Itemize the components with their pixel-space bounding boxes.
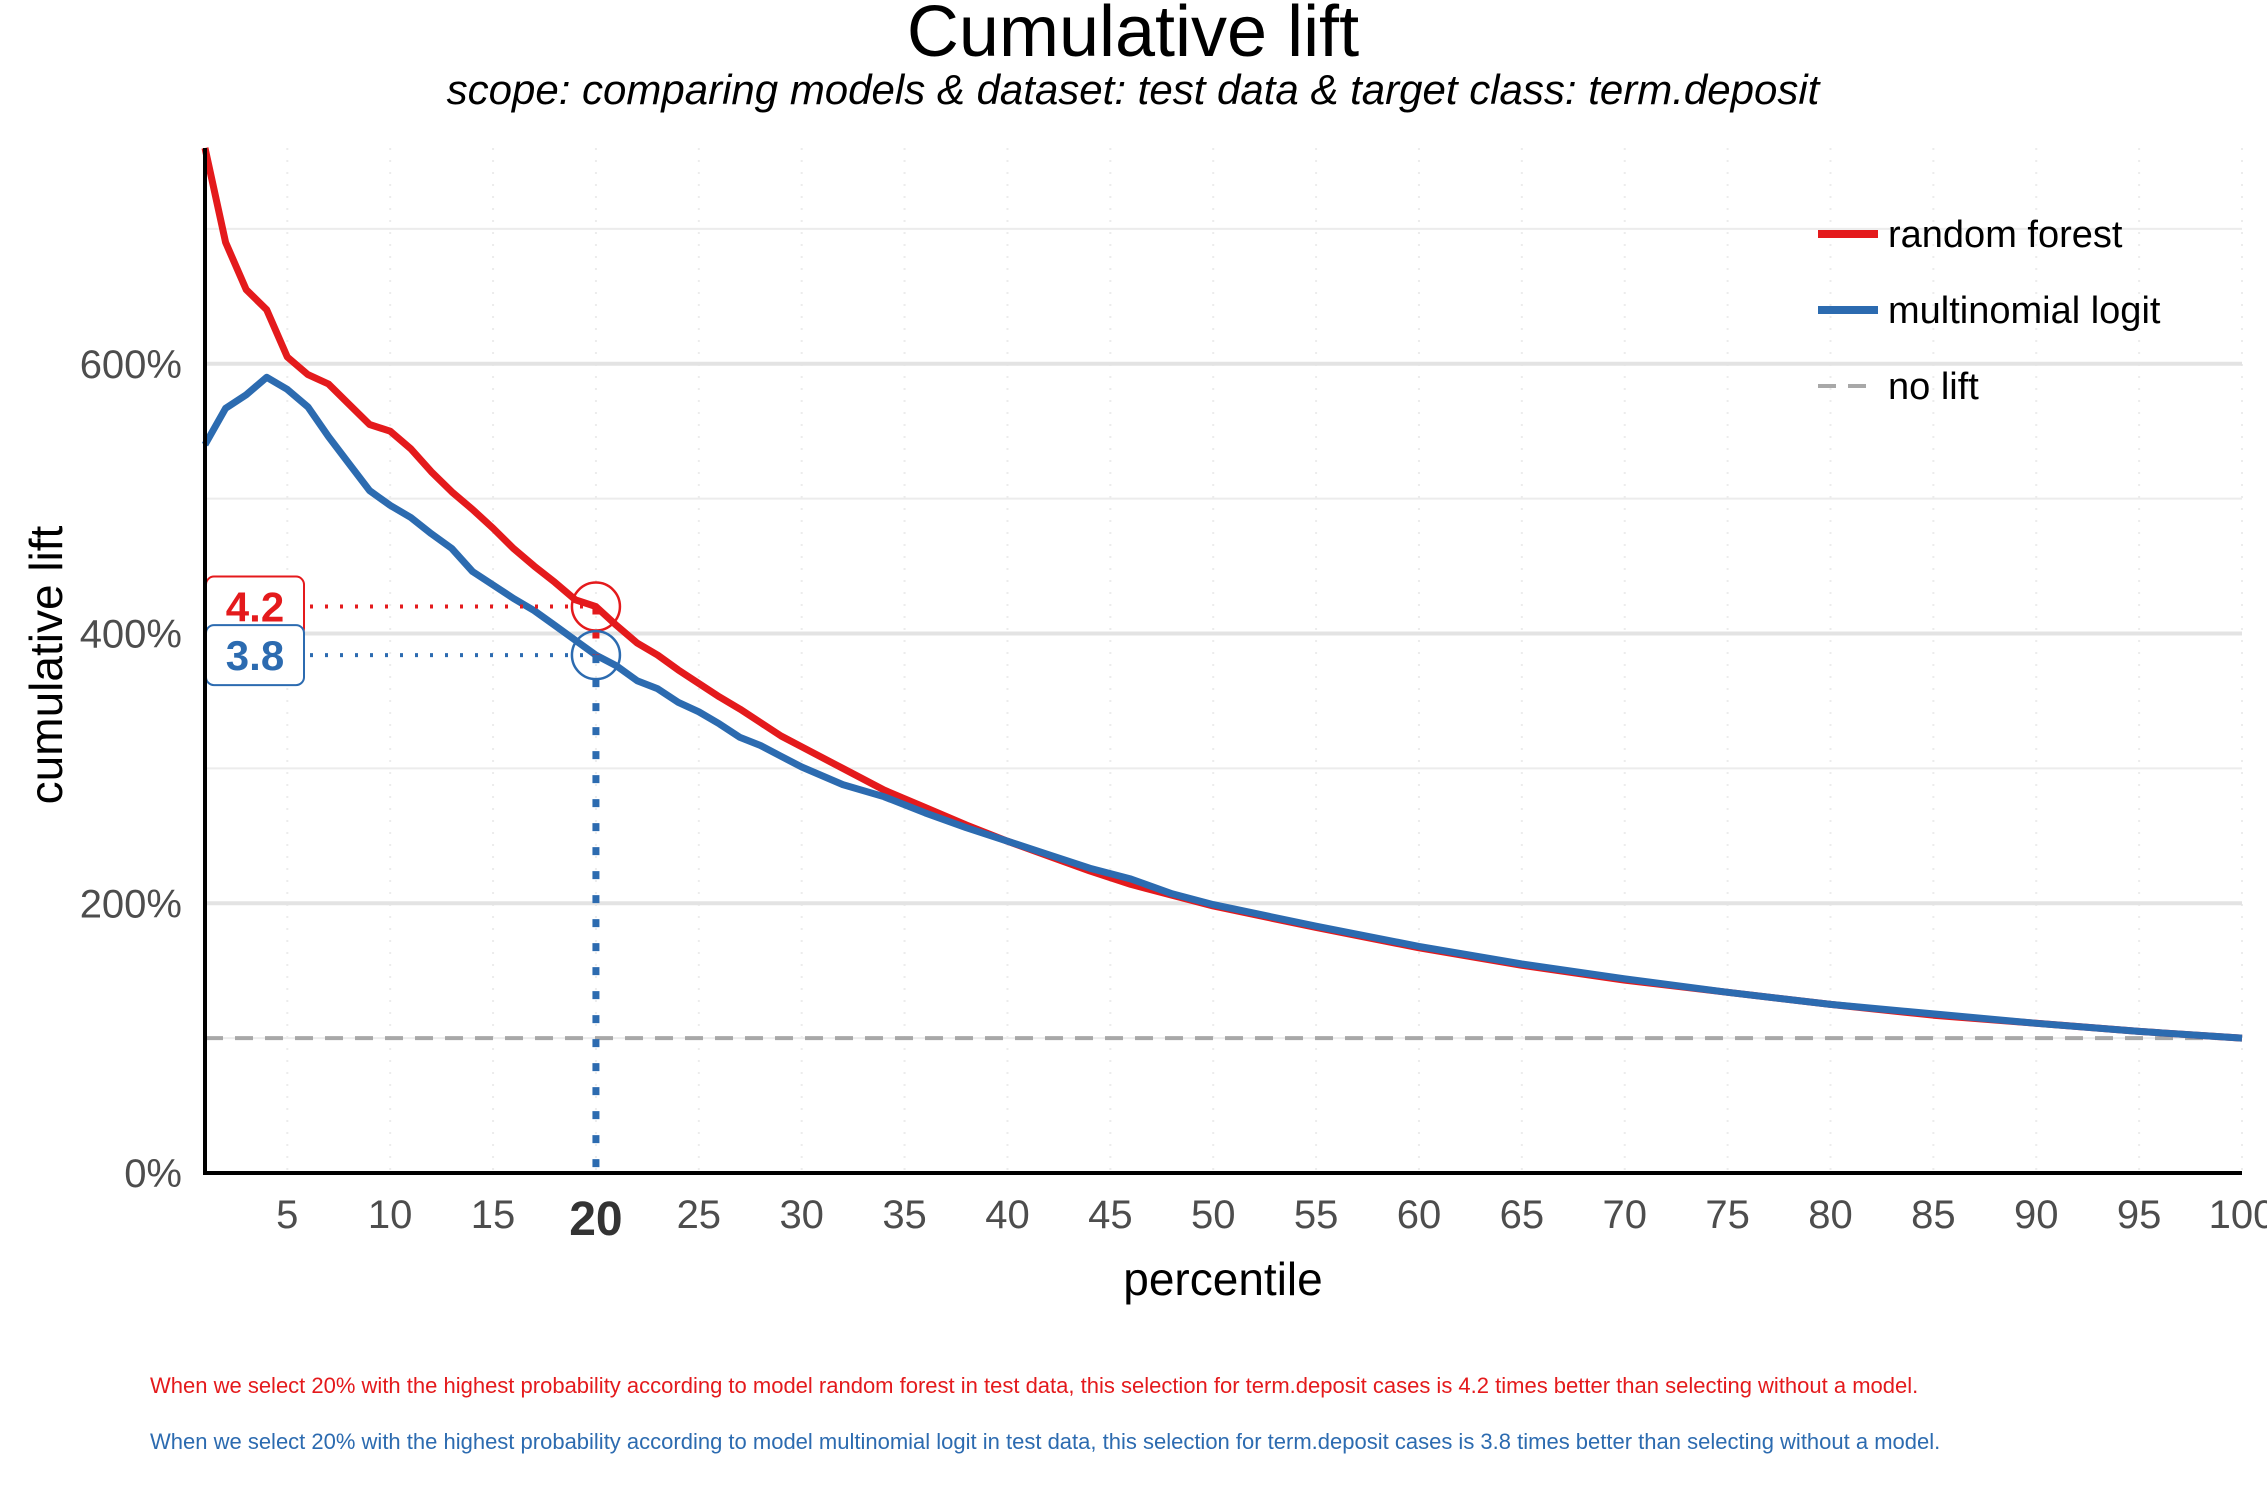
x-tick-label-65: 65	[1500, 1193, 1545, 1237]
legend-label-multinomial-logit: multinomial logit	[1888, 290, 2161, 332]
plot-grid	[205, 148, 2243, 1173]
chart-subtitle: scope: comparing models & dataset: test …	[447, 66, 1822, 113]
x-tick-label-15: 15	[471, 1193, 516, 1237]
x-tick-label-60: 60	[1397, 1193, 1442, 1237]
x-tick-label-10: 10	[368, 1193, 413, 1237]
y-tick-label-4: 400%	[80, 613, 182, 657]
y-tick-label-0: 0%	[124, 1152, 182, 1196]
x-tick-label-45: 45	[1088, 1193, 1133, 1237]
x-tick-label-30: 30	[779, 1193, 824, 1237]
note-random-forest: When we select 20% with the highest prob…	[150, 1373, 1919, 1398]
highlight-circle-multinomial-logit	[570, 629, 622, 681]
x-tick-label-50: 50	[1191, 1193, 1236, 1237]
y-tick-label-6: 600%	[80, 343, 182, 387]
x-tick-label-35: 35	[882, 1193, 927, 1237]
x-tick-label-95: 95	[2117, 1193, 2162, 1237]
x-axis-title: percentile	[1123, 1253, 1322, 1305]
legend-label-random-forest: random forest	[1888, 214, 2123, 256]
x-tick-label-90: 90	[2014, 1193, 2059, 1237]
note-multinomial-logit: When we select 20% with the highest prob…	[150, 1429, 1941, 1454]
value-label-multinomial-logit: 3.8	[226, 632, 284, 679]
y-axis-ticks: 0% 200% 400% 600%	[80, 343, 182, 1196]
x-tick-label-85: 85	[1911, 1193, 1956, 1237]
x-axis-ticks: 5 10 15 20 25 30 35 40 45 50 55 60 65 70 75 80 85 90 95 100	[276, 1193, 2267, 1246]
x-tick-label-20: 20	[569, 1193, 622, 1246]
legend: random forest multinomial logit no lift	[1818, 214, 2161, 408]
value-label-random-forest: 4.2	[226, 584, 284, 631]
x-tick-label-25: 25	[677, 1193, 722, 1237]
x-tick-label-70: 70	[1602, 1193, 1647, 1237]
x-tick-label-5: 5	[276, 1193, 298, 1237]
series-layer	[201, 147, 2243, 1042]
x-tick-label-100: 100	[2209, 1193, 2267, 1237]
x-tick-label-75: 75	[1705, 1193, 1750, 1237]
legend-label-no-lift: no lift	[1888, 366, 1979, 408]
annotation-layer: 4.23.8	[205, 575, 622, 1173]
y-axis-title: cumulative lift	[20, 525, 72, 804]
chart-title: Cumulative lift	[907, 0, 1359, 72]
x-tick-label-55: 55	[1294, 1193, 1339, 1237]
x-tick-label-80: 80	[1808, 1193, 1853, 1237]
x-tick-label-40: 40	[985, 1193, 1030, 1237]
series-line-multinomial-logit	[201, 373, 2243, 1042]
y-tick-label-2: 200%	[80, 882, 182, 926]
